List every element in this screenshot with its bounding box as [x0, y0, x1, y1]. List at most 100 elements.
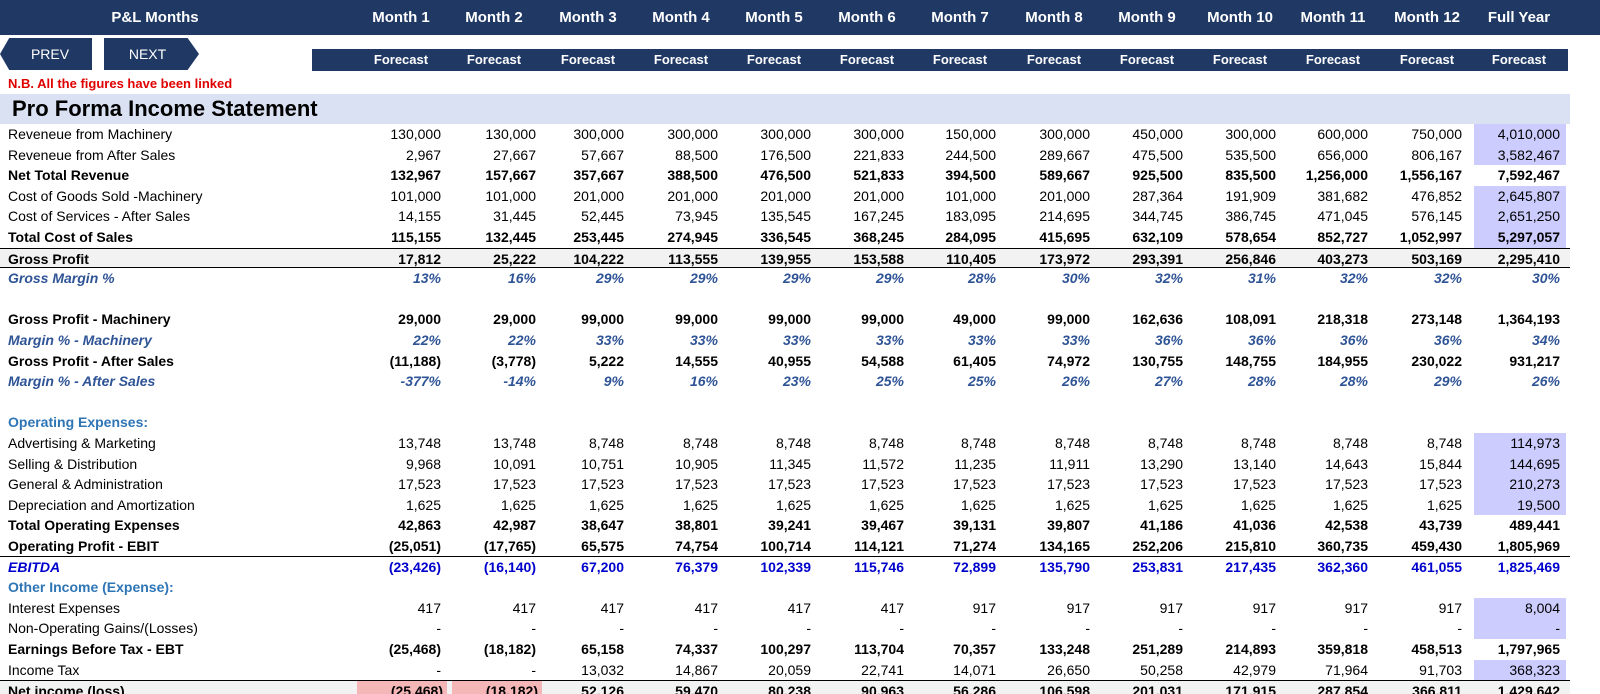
month-header-6: Month 6 [838, 9, 896, 26]
cell-value: 475,500 [1132, 146, 1183, 163]
cell-value: 171,915 [1225, 683, 1276, 694]
cell-value: 29% [782, 270, 811, 287]
cell-value: - [1457, 620, 1462, 637]
cell-value: 33% [595, 332, 624, 348]
cell-value: 458,513 [1411, 641, 1462, 657]
full-year-value: 210,273 [1474, 474, 1566, 495]
forecast-label: Forecast [746, 52, 802, 67]
cell-value: 359,818 [1317, 641, 1368, 657]
cell-value: 110,405 [946, 250, 996, 267]
cell-value: 284,095 [945, 229, 996, 245]
cell-value: 1,625 [588, 496, 624, 513]
cell-value: - [1178, 620, 1183, 637]
cell-value: 31% [1247, 270, 1276, 287]
cell-value: 49,000 [953, 311, 996, 328]
cell-value: 394,500 [945, 167, 996, 184]
cell-value: 101,000 [390, 187, 441, 204]
cell-value: 101,000 [485, 187, 536, 204]
cell-value: 386,745 [1225, 208, 1276, 225]
cell-value: 41,186 [1140, 517, 1183, 534]
row-label: Non-Operating Gains/(Losses) [8, 620, 198, 637]
table-row: EBITDA (23,426) (16,140) 67,200 76,379 102,33… [0, 557, 1570, 578]
cell-value: 29,000 [398, 311, 441, 328]
cell-value: 157,667 [485, 167, 536, 184]
cell-value: 521,833 [853, 167, 904, 184]
cell-value: 74,337 [675, 641, 718, 657]
table-row: Earnings Before Tax - EBT (25,468) (18,182… [0, 639, 1570, 660]
cell-value: 217,435 [1225, 558, 1276, 575]
cell-value: 300,000 [760, 126, 811, 142]
table-row: Gross Margin % 13% 16% 29% 29% 29% 29% 28% 30% 32… [0, 268, 1570, 289]
cell-value: 15,844 [1419, 455, 1462, 472]
cell-value: 9,968 [405, 455, 441, 472]
cell-value: 336,545 [760, 229, 811, 245]
table-row [0, 289, 1570, 310]
cell-value: 1,625 [1240, 496, 1276, 513]
row-label: Operating Expenses: [8, 414, 149, 431]
cell-value: 115,155 [391, 229, 441, 245]
prev-button[interactable]: PREV [0, 38, 92, 70]
cell-value: 600,000 [1317, 126, 1368, 142]
cell-value: 1,625 [868, 496, 904, 513]
cell-value: 2,967 [405, 146, 441, 163]
cell-value: 300,000 [667, 126, 718, 142]
cell-value: - [1363, 620, 1368, 637]
cell-value: 459,430 [1411, 538, 1462, 554]
cell-value: 20,059 [768, 661, 811, 678]
cell-value: 17,523 [1233, 476, 1276, 493]
cell-value: 71,964 [1325, 661, 1368, 678]
cell-value: 576,145 [1411, 208, 1462, 225]
cell-value: 88,500 [675, 146, 718, 163]
cell-value: 183,095 [945, 208, 996, 225]
row-label: Gross Profit - Machinery [8, 311, 171, 328]
cell-value: 72,899 [953, 558, 996, 575]
cell-value: - [991, 620, 996, 637]
cell-value: 38,801 [675, 517, 718, 534]
cell-value: 917 [1159, 599, 1183, 616]
cell-value: 76,379 [675, 558, 718, 575]
table-row: Interest Expenses 417 417 417 417 417 417 917 91… [0, 597, 1570, 619]
month-header-1: Month 1 [372, 9, 430, 26]
full-year-value: 2,295,410 [1497, 250, 1560, 267]
cell-value: 33% [875, 332, 904, 348]
full-year-value: 1,805,969 [1497, 538, 1560, 554]
cell-value: 287,854 [1317, 683, 1368, 694]
pl-months-title: P&L Months [111, 9, 199, 26]
cell-value: 17,523 [581, 476, 624, 493]
cell-value: 8,748 [775, 435, 811, 451]
cell-value: 201,000 [667, 187, 718, 204]
cell-value: 17,812 [398, 250, 441, 267]
cell-value: 17,523 [1325, 476, 1368, 493]
cell-value: 25% [967, 373, 996, 390]
cell-value: 74,754 [675, 538, 718, 554]
cell-value: 476,500 [760, 167, 811, 184]
month-header-bar: P&L Months Month 1 Month 2 Month 3 Month 4 M… [0, 0, 1600, 35]
cell-value: 57,667 [581, 146, 624, 163]
forecast-label: Forecast [560, 52, 616, 67]
cell-value: 43,739 [1419, 517, 1462, 534]
next-button[interactable]: NEXT [104, 38, 199, 70]
cell-value: 23% [782, 373, 811, 390]
cell-value: 289,667 [1039, 146, 1090, 163]
full-year-value: 4,010,000 [1474, 124, 1566, 145]
cell-value: 214,695 [1039, 208, 1090, 225]
table-row [0, 392, 1570, 413]
full-year-value: 1,797,965 [1497, 641, 1560, 657]
cell-value: 1,625 [405, 496, 441, 513]
full-year-value: 931,217 [1509, 352, 1560, 369]
cell-value: 108,091 [1225, 311, 1276, 328]
cell-value: 52,126 [581, 683, 624, 694]
row-label: Net Total Revenue [8, 167, 130, 184]
full-year-value: 2,645,807 [1474, 185, 1566, 207]
month-header-10: Month 10 [1207, 9, 1273, 26]
cell-value: 1,625 [960, 496, 996, 513]
cell-value: - [619, 620, 624, 637]
cell-value: 852,727 [1317, 229, 1368, 245]
cell-value: 252,206 [1132, 538, 1183, 554]
forecast-label: Forecast [373, 52, 429, 67]
row-label: Total Cost of Sales [8, 229, 133, 245]
cell-value: 835,500 [1225, 167, 1276, 184]
cell-value: 67,200 [581, 558, 624, 575]
month-header-3: Month 3 [559, 9, 617, 26]
cell-value: 360,735 [1317, 538, 1368, 554]
